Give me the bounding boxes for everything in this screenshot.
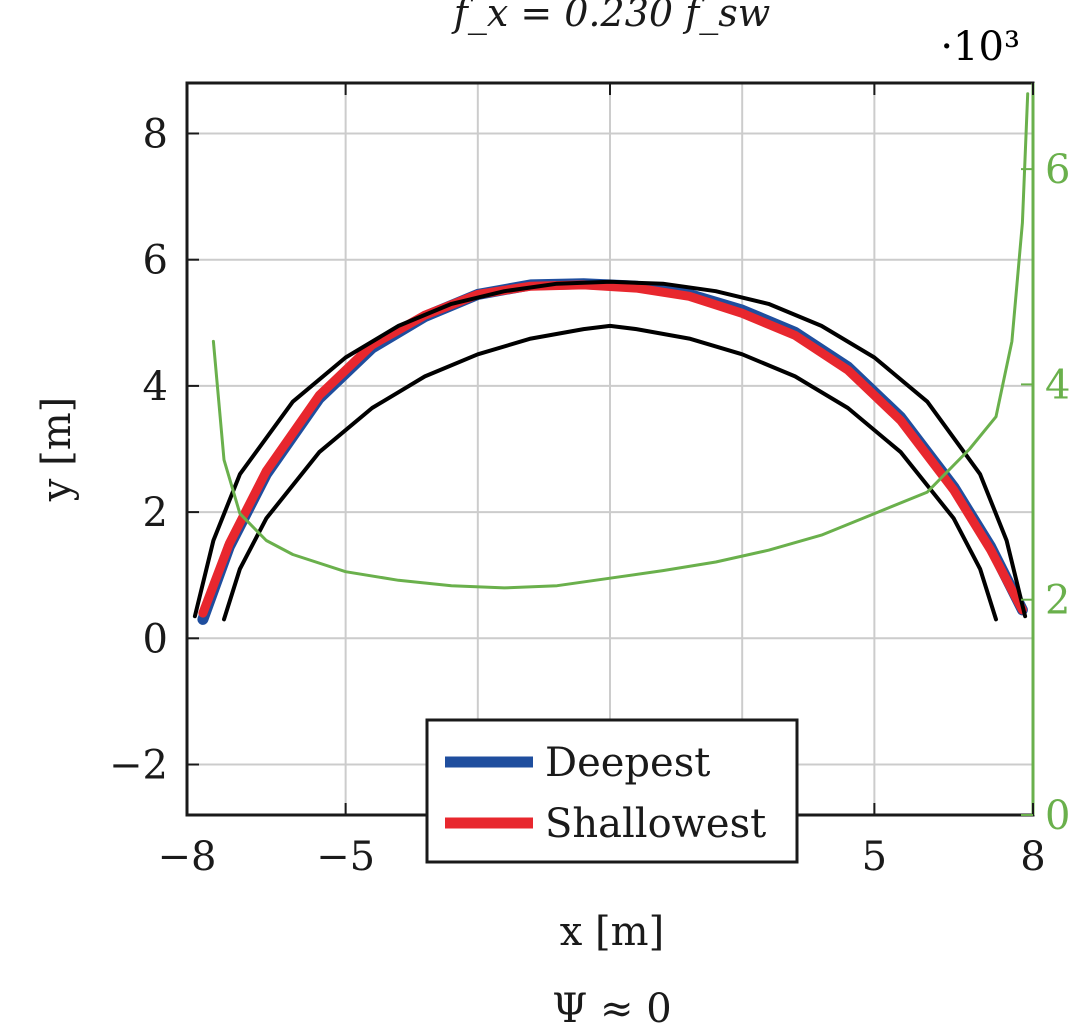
y-tick-label: 6 (143, 238, 168, 284)
y2-tick-label: 2 (1045, 578, 1070, 624)
chart-title: f_x = 0.230 f_sw (451, 0, 770, 36)
y-tick-label: −2 (109, 743, 168, 789)
secondary-axis-line (211, 92, 1030, 590)
y-tick-label: 8 (143, 111, 168, 157)
y2-tick-label: 0 (1045, 793, 1070, 839)
outer-bound-line (192, 279, 1028, 619)
y-axis-label: y [m] (34, 397, 80, 502)
series-shallowest-line (198, 280, 1027, 618)
y-tick-label: 2 (143, 490, 168, 536)
x-tick-label: −5 (316, 834, 375, 880)
legend-label-deepest: Deepest (545, 740, 710, 786)
series-layer (192, 92, 1030, 625)
right-axis-multiplier: ·10³ (940, 24, 1020, 70)
legend: Deepest Shallowest (425, 718, 799, 864)
legend-label-shallowest: Shallowest (545, 801, 766, 847)
y-tick-label: 4 (143, 364, 168, 410)
x-tick-label: 5 (862, 834, 887, 880)
legend-box (425, 718, 799, 864)
y2-tick-label: 4 (1045, 362, 1070, 408)
x-tick-label: −8 (158, 834, 217, 880)
y-tick-label: 0 (143, 616, 168, 662)
y2-tick-label: 6 (1045, 147, 1070, 193)
inner-bound-line (222, 323, 998, 622)
grid (187, 83, 1033, 815)
x-tick-label: 8 (1020, 834, 1045, 880)
x-axis-label: x [m] (560, 909, 664, 955)
chart-subtitle: Ψ ≈ 0 (552, 986, 671, 1032)
